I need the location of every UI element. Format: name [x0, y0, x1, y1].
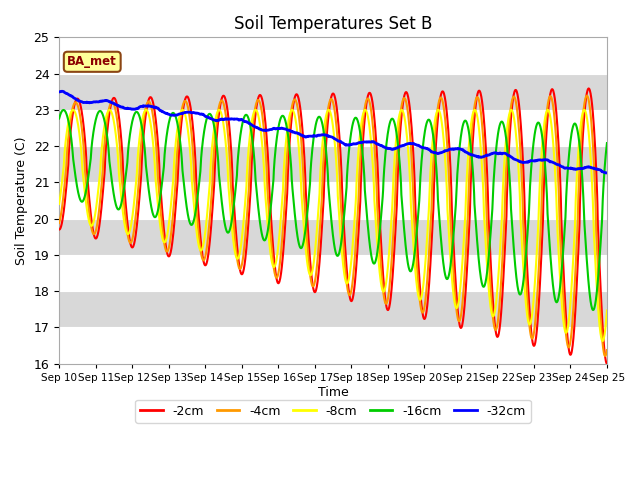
- Bar: [59, 219, 607, 255]
- Legend: -2cm, -4cm, -8cm, -16cm, -32cm: -2cm, -4cm, -8cm, -16cm, -32cm: [135, 400, 531, 423]
- Y-axis label: Soil Temperature (C): Soil Temperature (C): [15, 136, 28, 265]
- Bar: [59, 73, 607, 110]
- Bar: [59, 110, 607, 146]
- Bar: [59, 255, 607, 291]
- Bar: [59, 182, 607, 219]
- Bar: [59, 327, 607, 364]
- Text: BA_met: BA_met: [67, 55, 117, 68]
- Bar: [59, 146, 607, 182]
- Bar: [59, 291, 607, 327]
- Bar: [59, 37, 607, 73]
- Title: Soil Temperatures Set B: Soil Temperatures Set B: [234, 15, 432, 33]
- X-axis label: Time: Time: [317, 385, 348, 398]
